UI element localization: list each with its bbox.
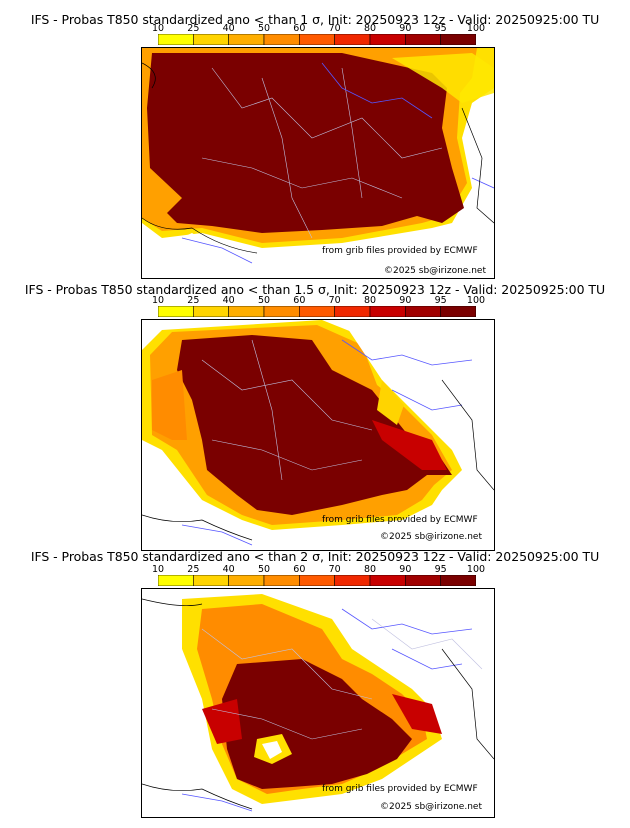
colorbar-segment	[158, 306, 194, 317]
colorbar-segment	[334, 306, 371, 317]
credit-source: from grib files provided by ECMWF	[322, 246, 478, 256]
colorbar	[158, 575, 476, 586]
colorbar-segment	[405, 34, 441, 45]
colorbar-segment	[440, 306, 476, 317]
colorbar-segment	[405, 306, 441, 317]
colorbar-labels: 10 25 40 50 60 70 80 90 95 100	[152, 295, 485, 306]
colorbar-tick-label: 80	[363, 23, 377, 34]
colorbar-segment	[299, 34, 335, 45]
forecast-panel-3: IFS - Probas T850 standardized ano < tha…	[0, 541, 630, 828]
colorbar-tick-label: 40	[222, 295, 235, 306]
credit-copyright: ©2025 sb@irizone.net	[380, 802, 482, 812]
credit-copyright: ©2025 sb@irizone.net	[384, 266, 486, 276]
colorbar-tick-label: 80	[363, 564, 377, 575]
colorbar-segment	[263, 575, 300, 586]
colorbar-tick-label: 70	[328, 295, 341, 306]
colorbar-tick-label: 50	[257, 295, 271, 306]
colorbar-labels: 10 25 40 50 60 70 80 90 95 100	[152, 564, 485, 575]
colorbar-tick-label: 90	[399, 564, 412, 575]
colorbar-segment	[369, 34, 406, 45]
colorbar-segment	[440, 34, 476, 45]
colorbar-tick-label: 60	[293, 564, 306, 575]
colorbar-tick-label: 40	[222, 23, 235, 34]
colorbar-segment	[299, 306, 335, 317]
colorbar-segment	[263, 306, 300, 317]
probability-map	[141, 47, 495, 279]
colorbar-tick-label: 60	[293, 295, 306, 306]
colorbar-segment	[228, 306, 265, 317]
colorbar	[158, 34, 476, 45]
colorbar-tick-label: 50	[257, 23, 271, 34]
colorbar-tick-label: 95	[434, 23, 447, 34]
panel-title: IFS - Probas T850 standardized ano < tha…	[30, 12, 600, 27]
colorbar-segment	[228, 575, 265, 586]
colorbar-tick-label: 10	[151, 295, 165, 306]
colorbar-tick-label: 25	[187, 295, 200, 306]
colorbar-tick-label: 100	[466, 564, 486, 575]
colorbar-tick-label: 90	[399, 295, 412, 306]
forecast-panel-2: IFS - Probas T850 standardized ano < tha…	[0, 272, 630, 551]
colorbar-segment	[334, 34, 371, 45]
colorbar-tick-label: 100	[466, 295, 486, 306]
colorbar-segment	[369, 575, 406, 586]
colorbar-tick-label: 25	[187, 23, 200, 34]
probability-map	[141, 588, 495, 818]
credit-source: from grib files provided by ECMWF	[322, 784, 478, 794]
colorbar	[158, 306, 476, 317]
colorbar-tick-label: 50	[257, 564, 271, 575]
credit-source: from grib files provided by ECMWF	[322, 515, 478, 525]
panel-title: IFS - Probas T850 standardized ano < tha…	[24, 282, 606, 297]
colorbar-segment	[334, 575, 371, 586]
colorbar-tick-label: 40	[222, 564, 235, 575]
probability-map	[141, 319, 495, 551]
colorbar-segment	[193, 306, 229, 317]
forecast-panel-1: IFS - Probas T850 standardized ano < tha…	[0, 0, 630, 279]
colorbar-tick-label: 100	[466, 23, 486, 34]
panel-title: IFS - Probas T850 standardized ano < tha…	[30, 549, 600, 564]
colorbar-segment	[263, 34, 300, 45]
colorbar-segment	[299, 575, 335, 586]
colorbar-tick-label: 95	[434, 295, 447, 306]
colorbar-segment	[405, 575, 441, 586]
colorbar-segment	[193, 575, 229, 586]
colorbar-segment	[369, 306, 406, 317]
colorbar-segment	[440, 575, 476, 586]
colorbar-segment	[158, 575, 194, 586]
colorbar-tick-label: 60	[293, 23, 306, 34]
colorbar-segment	[228, 34, 265, 45]
colorbar-tick-label: 90	[399, 23, 412, 34]
colorbar-segment	[158, 34, 194, 45]
credit-copyright: ©2025 sb@irizone.net	[380, 532, 482, 542]
colorbar-tick-label: 10	[151, 564, 165, 575]
colorbar-labels: 10 25 40 50 60 70 80 90 95 100	[152, 23, 485, 34]
colorbar-tick-label: 25	[187, 564, 200, 575]
colorbar-tick-label: 70	[328, 564, 341, 575]
colorbar-segment	[193, 34, 229, 45]
colorbar-tick-label: 95	[434, 564, 447, 575]
colorbar-tick-label: 70	[328, 23, 341, 34]
colorbar-tick-label: 10	[151, 23, 165, 34]
colorbar-tick-label: 80	[363, 295, 377, 306]
